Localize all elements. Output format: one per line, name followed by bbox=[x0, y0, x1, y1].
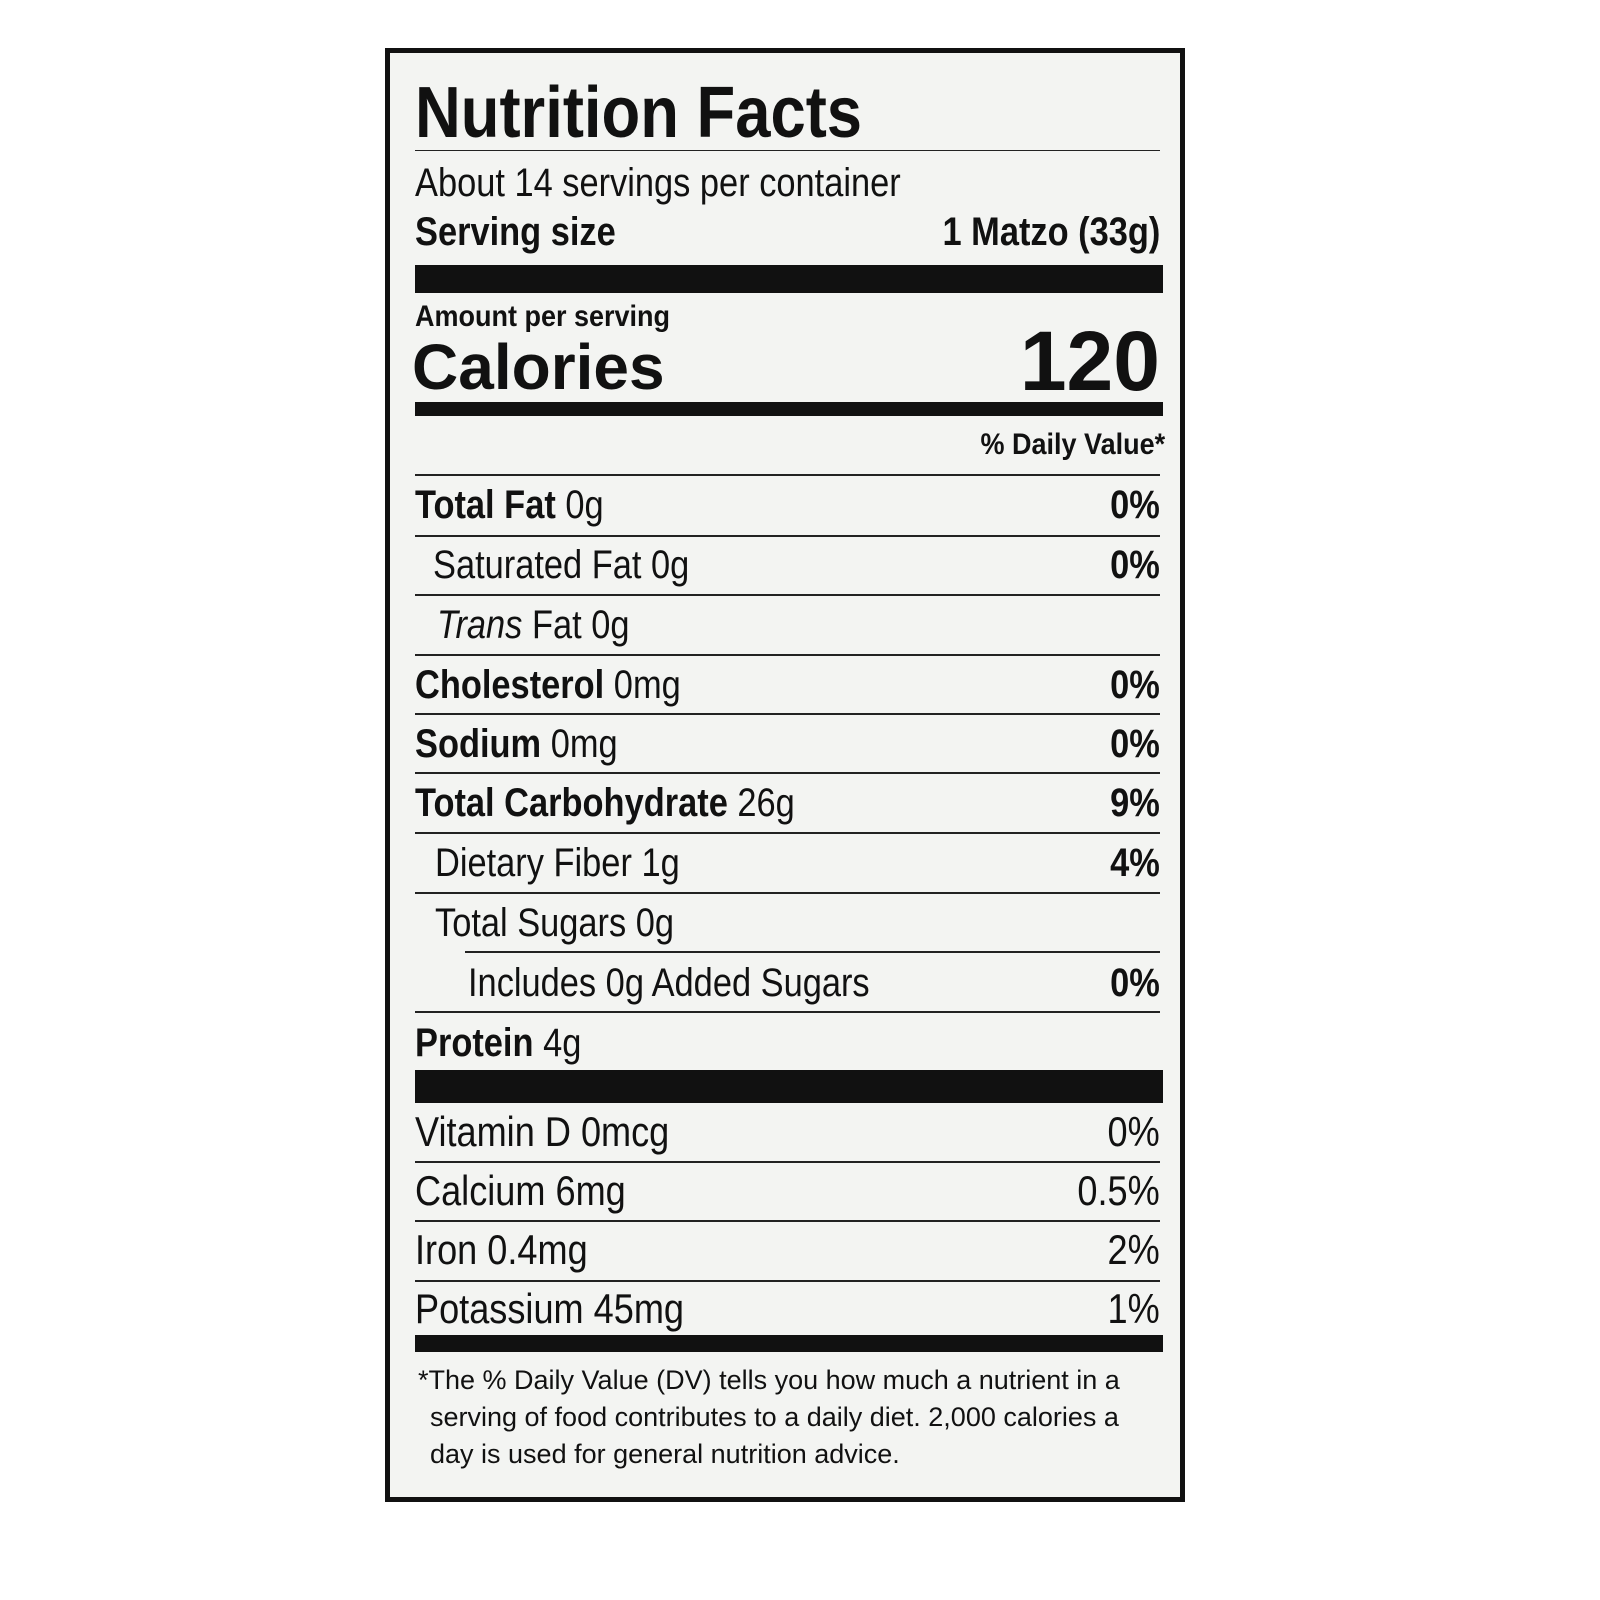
calories-label: Calories bbox=[412, 331, 665, 403]
thick-bar bbox=[415, 402, 1163, 416]
divider bbox=[415, 150, 1160, 151]
nutrient-row: Protein 4g bbox=[415, 1014, 1160, 1072]
divider bbox=[415, 594, 1160, 596]
divider bbox=[415, 892, 1160, 894]
divider bbox=[415, 772, 1160, 774]
daily-value: 0% bbox=[1110, 663, 1160, 707]
nutrient-amount: 26g bbox=[737, 781, 795, 825]
amount-per-serving: Amount per serving bbox=[415, 300, 671, 333]
nutrient-name: Sodium bbox=[415, 722, 542, 766]
nutrient-row: Total Sugars 0g bbox=[415, 894, 1160, 952]
vitamin-row: Vitamin D 0mcg 0% bbox=[415, 1103, 1160, 1161]
daily-value: 4% bbox=[1110, 841, 1160, 885]
divider bbox=[415, 654, 1160, 656]
nutrient-amount: Fat 0g bbox=[531, 603, 630, 647]
divider bbox=[415, 1161, 1160, 1163]
servings: About 14 servings per container bbox=[415, 161, 901, 205]
daily-value: 0% bbox=[1107, 1108, 1160, 1155]
vitamin-row: Calcium 6mg 0.5% bbox=[415, 1162, 1160, 1220]
nutrient-row: Total Fat 0g 0% bbox=[415, 476, 1160, 534]
vitamin-name: Vitamin D 0mcg bbox=[415, 1108, 670, 1155]
nutrient-row: Total Carbohydrate 26g 9% bbox=[415, 774, 1160, 832]
calories-value: 120 bbox=[1019, 314, 1160, 408]
serving-size-value: 1 Matzo (33g) bbox=[942, 210, 1160, 254]
nutrient-name: Dietary Fiber bbox=[435, 841, 632, 885]
vitamin-row: Iron 0.4mg 2% bbox=[415, 1221, 1160, 1279]
nutrient-name: Trans bbox=[437, 603, 523, 647]
daily-value: 0% bbox=[1110, 483, 1160, 527]
daily-value: 0% bbox=[1110, 543, 1160, 587]
servings-row: About 14 servings per container bbox=[415, 154, 1160, 212]
nutrient-row: Trans Fat 0g bbox=[415, 596, 1160, 654]
nutrient-row: Sodium 0mg 0% bbox=[415, 715, 1160, 773]
nutrient-name: Total Fat bbox=[415, 483, 556, 527]
nutrient-name: Total Sugars bbox=[435, 901, 627, 945]
daily-value-header: % Daily Value* bbox=[980, 428, 1165, 461]
nutrient-amount: 0mg bbox=[550, 722, 618, 766]
nutrient-amount: 0g bbox=[565, 483, 604, 527]
nutrient-name: Total Carbohydrate bbox=[415, 781, 728, 825]
nutrient-row: Includes 0g Added Sugars 0% bbox=[415, 954, 1160, 1012]
nutrient-amount: 0mg bbox=[613, 663, 681, 707]
nutrient-row: Saturated Fat 0g 0% bbox=[415, 536, 1160, 594]
nutrient-name: Cholesterol bbox=[415, 663, 605, 707]
nutrient-amount: 1g bbox=[641, 841, 680, 885]
footnote: *The % Daily Value (DV) tells you how mu… bbox=[418, 1365, 1120, 1469]
thick-bar bbox=[415, 1335, 1163, 1352]
vitamin-name: Iron 0.4mg bbox=[415, 1226, 588, 1273]
nutrition-label: Nutrition Facts About 14 servings per co… bbox=[385, 48, 1185, 1502]
divider bbox=[415, 474, 1160, 476]
nutrient-amount: 4g bbox=[543, 1021, 582, 1065]
daily-value: 0.5% bbox=[1077, 1167, 1160, 1214]
nutrient-row: Dietary Fiber 1g 4% bbox=[415, 834, 1160, 892]
nutrient-name: Protein bbox=[415, 1021, 534, 1065]
serving-size-row: Serving size 1 Matzo (33g) bbox=[415, 203, 1160, 261]
divider bbox=[415, 713, 1160, 715]
nutrient-name: Includes 0g Added Sugars bbox=[468, 961, 870, 1005]
thick-bar bbox=[415, 265, 1163, 293]
divider bbox=[415, 535, 1160, 537]
nutrient-amount: 0g bbox=[635, 901, 675, 945]
daily-value: 2% bbox=[1107, 1226, 1160, 1273]
daily-value: 1% bbox=[1107, 1285, 1160, 1332]
vitamin-row: Potassium 45mg 1% bbox=[415, 1280, 1160, 1338]
vitamin-name: Calcium 6mg bbox=[415, 1167, 626, 1214]
daily-value: 9% bbox=[1110, 781, 1160, 825]
vitamin-name: Potassium 45mg bbox=[415, 1285, 685, 1332]
title: Nutrition Facts bbox=[415, 73, 863, 153]
divider bbox=[415, 1011, 1160, 1013]
divider bbox=[465, 951, 1160, 953]
thick-bar bbox=[415, 1070, 1163, 1103]
daily-value: 0% bbox=[1110, 722, 1160, 766]
nutrient-row: Cholesterol 0mg 0% bbox=[415, 656, 1160, 714]
nutrient-name: Saturated Fat bbox=[433, 543, 642, 587]
divider bbox=[415, 1220, 1160, 1222]
divider bbox=[415, 1280, 1160, 1282]
nutrient-amount: 0g bbox=[651, 543, 690, 587]
daily-value: 0% bbox=[1110, 961, 1160, 1005]
serving-size-label: Serving size bbox=[415, 210, 616, 254]
divider bbox=[415, 832, 1160, 834]
